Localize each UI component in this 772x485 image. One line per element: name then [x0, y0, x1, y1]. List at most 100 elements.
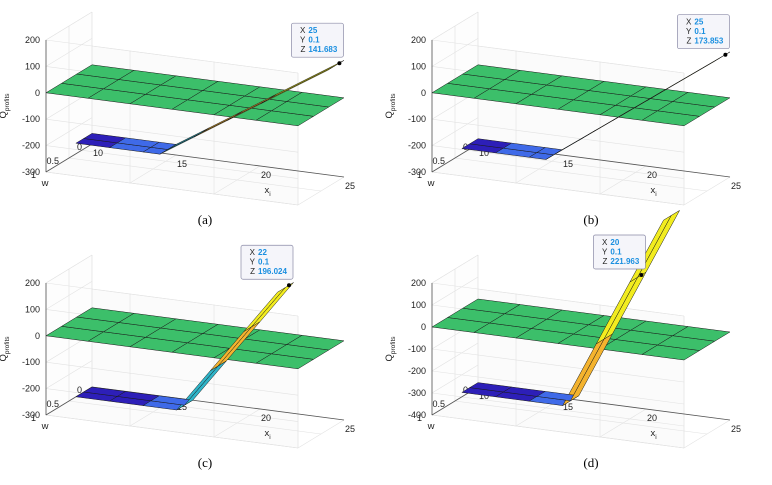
x-tick-label-b: 20 — [647, 170, 657, 180]
datatip-marker-d — [639, 272, 644, 277]
subplot-c: 2001000-100-200-3001015202500.51Qprofits… — [0, 243, 386, 485]
w-tick-label-b: 0.5 — [432, 156, 445, 166]
z-tick-label-d: 0 — [421, 322, 426, 332]
datatip-box-c — [240, 244, 294, 280]
zero-plane-facet-c — [286, 335, 345, 351]
datatip-marker-b — [723, 52, 728, 57]
z-tick-label-a: -200 — [22, 141, 40, 151]
z-tick-label-d: -300 — [408, 388, 426, 398]
z-axis-label-c: Qprofits — [0, 336, 11, 362]
surface-plot-a: 200 100 0 -100 -200 -300 10 15 20 25 0 0.5 1 Qprofits… — [0, 11, 355, 206]
z-tick-label-b: -100 — [408, 114, 426, 124]
w-tick-label-a: 0 — [77, 142, 82, 152]
datatip-key-d: Y — [602, 247, 608, 256]
z-tick-label-b: 0 — [421, 88, 426, 98]
datatip-value-d: 20 — [610, 238, 619, 247]
datatip-box-b — [677, 14, 730, 50]
z-tick-label-d: -200 — [408, 366, 426, 376]
datatip-key-b: Y — [686, 27, 692, 36]
datatip-key-d: X — [602, 238, 608, 247]
profit-surface-facet-d — [637, 210, 680, 278]
z-axis-label-a: Qprofits — [0, 93, 11, 119]
z-tick-label-b: -300 — [408, 167, 426, 177]
datatip-value-a: 25 — [308, 26, 317, 35]
z-axis-label-b: Qprofits — [384, 93, 397, 119]
datatip-marker-c — [287, 283, 291, 288]
caption-c: (c) — [197, 455, 213, 470]
z-tick-label-a: 100 — [25, 61, 40, 71]
datatip-value-b: 173.853 — [694, 37, 723, 46]
zero-plane-facet-a — [286, 92, 345, 108]
datatip-value-d: 0.1 — [610, 247, 622, 256]
datatip-key-b: Z — [687, 37, 692, 46]
z-tick-label-d: -400 — [408, 410, 426, 420]
caption-a: (a) — [197, 212, 213, 227]
x-tick-label-d: 20 — [647, 413, 657, 423]
w-tick-label-c: 0 — [77, 385, 82, 395]
w-tick-label-d: 1 — [417, 413, 422, 423]
w-tick-label-d: 0.5 — [432, 399, 445, 409]
datatip-value-d: 221.963 — [610, 257, 639, 266]
caption-d: (d) — [583, 455, 599, 470]
profit-surface-facet-c — [251, 282, 294, 327]
profit-surface-facet-a — [268, 60, 345, 100]
surface-plot-b: 2001000-100-200-3001015202500.51Qprofits… — [384, 11, 741, 206]
x-tick-label-d: 25 — [731, 424, 741, 434]
datatip-box-d — [593, 234, 646, 270]
datatip-key-c: Y — [250, 258, 256, 267]
x-tick-label-b: 25 — [731, 181, 741, 191]
z-tick-label-a: -300 — [22, 167, 40, 177]
w-tick-label-c: 1 — [31, 413, 36, 423]
x-axis-label-c: xi — [264, 428, 270, 441]
z-tick-label-b: 100 — [411, 61, 426, 71]
w-axis-label-b: w — [427, 178, 435, 189]
z-tick-label-a: 0 — [35, 88, 40, 98]
x-tick-label-b: 10 — [479, 148, 489, 158]
x-tick-label-d: 15 — [563, 402, 573, 412]
z-tick-label-b: 200 — [411, 35, 426, 45]
surface-plot-c: 2001000-100-200-3001015202500.51Qprofits… — [0, 244, 355, 449]
x-tick-label-c: 20 — [261, 413, 271, 423]
x-tick-label-b: 15 — [563, 159, 573, 169]
z-tick-label-b: -200 — [408, 141, 426, 151]
subplot-a: 200 100 0 -100 -200 -300 10 15 20 25 0 0.5 1 Qprofits… — [0, 0, 386, 242]
zero-plane-facet-b — [672, 92, 731, 108]
x-axis-label-b: xi — [650, 185, 656, 198]
z-tick-label-d: 200 — [411, 278, 426, 288]
profit-surface-facet-b — [654, 51, 731, 97]
x-tick-label-c: 25 — [345, 424, 355, 434]
z-tick-label-c: 100 — [25, 304, 40, 314]
z-tick-label-c: 0 — [35, 331, 40, 341]
z-tick-label-c: -300 — [22, 410, 40, 420]
z-tick-label-a: 200 — [25, 35, 40, 45]
w-tick-label-a: 0.5 — [46, 156, 59, 166]
datatip-value-c: 22 — [258, 248, 267, 257]
datatip-value-c: 196.024 — [258, 267, 287, 276]
datatip-key-b: X — [686, 18, 692, 27]
datatip-value-a: 0.1 — [308, 36, 320, 45]
w-tick-label-c: 0.5 — [46, 399, 59, 409]
datatip-key-a: X — [300, 26, 306, 35]
datatip-value-a: 141.683 — [308, 45, 337, 54]
datatip-value-b: 25 — [694, 18, 703, 27]
z-tick-label-d: 100 — [411, 300, 426, 310]
z-tick-label-c: 200 — [25, 278, 40, 288]
subplot-b: 2001000-100-200-3001015202500.51Qprofits… — [384, 0, 772, 242]
datatip-box-a — [291, 22, 344, 58]
z-tick-label-a: -100 — [22, 114, 40, 124]
datatip-marker-a — [337, 61, 342, 66]
datatip-key-c: X — [250, 248, 256, 257]
z-tick-label-d: -100 — [408, 344, 426, 354]
x-tick-label-d: 10 — [479, 391, 489, 401]
w-tick-label-a: 1 — [31, 170, 36, 180]
w-axis-label-a: w — [41, 178, 49, 189]
zero-plane-facet-d — [672, 326, 731, 342]
datatip-value-b: 0.1 — [694, 27, 706, 36]
datatip-key-c: Z — [250, 267, 255, 276]
datatip-key-a: Y — [300, 36, 306, 45]
x-tick-label-a: 25 — [345, 181, 355, 191]
x-axis-label-d: xi — [650, 428, 656, 441]
x-axis-label-a: xi — [264, 185, 270, 198]
datatip-value-c: 0.1 — [258, 258, 270, 267]
